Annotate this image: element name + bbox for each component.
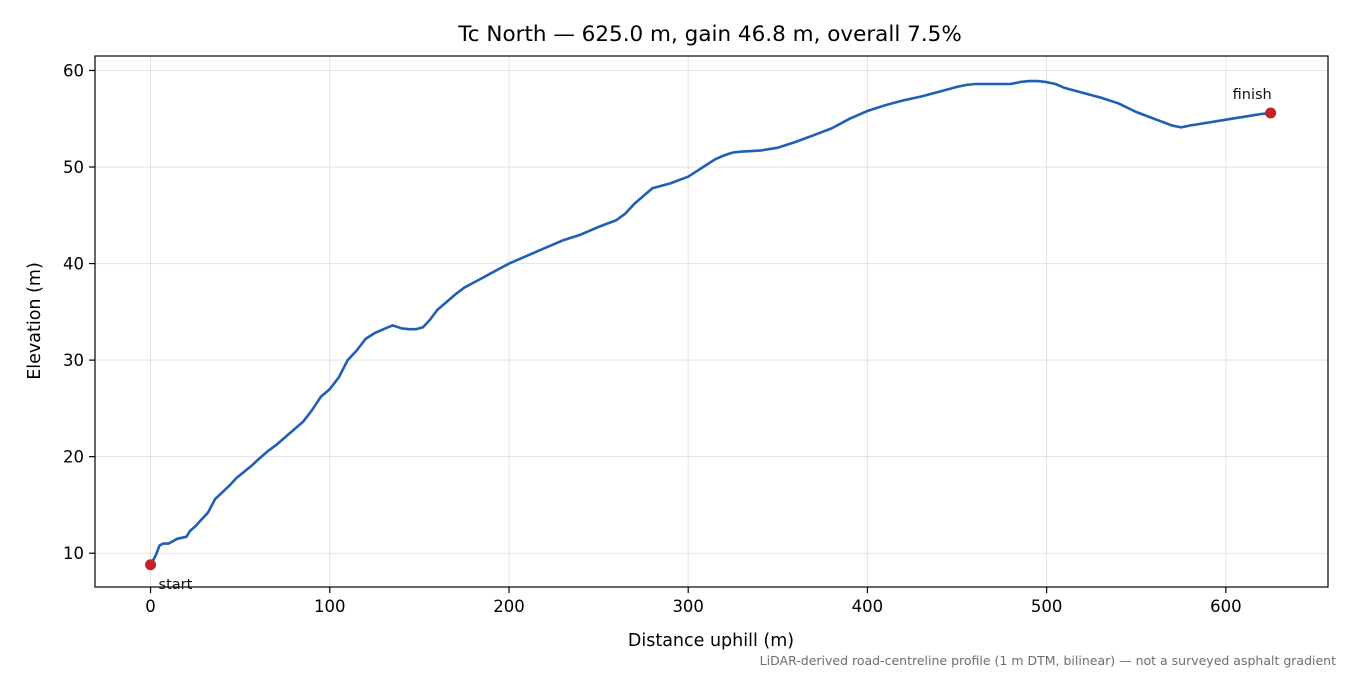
y-tick-label: 30 [63, 351, 84, 370]
data-source-footnote: LiDAR-derived road-centreline profile (1… [760, 653, 1336, 668]
x-tick-label: 300 [672, 597, 704, 616]
x-axis-label: Distance uphill (m) [628, 631, 794, 651]
y-tick-label: 20 [63, 448, 84, 467]
endpoint-markers: start finish [145, 87, 1277, 593]
finish-label: finish [1233, 87, 1272, 103]
chart-title: Tc North — 625.0 m, gain 46.8 m, overall… [457, 22, 962, 47]
y-tick-label: 60 [63, 61, 84, 80]
plot-area-frame [94, 55, 1329, 588]
x-tick-label: 500 [1031, 597, 1063, 616]
axis-ticks: 0 100 200 300 400 500 600 10 20 30 40 50 60 [63, 61, 1242, 616]
finish-marker [1265, 107, 1277, 119]
x-tick-label: 400 [852, 597, 884, 616]
grid-lines [95, 56, 1328, 587]
x-tick-label: 600 [1210, 597, 1242, 616]
x-tick-label: 0 [145, 597, 156, 616]
y-tick-label: 10 [63, 544, 84, 563]
x-tick-label: 200 [493, 597, 525, 616]
x-tick-label: 100 [314, 597, 346, 616]
start-label: start [159, 577, 193, 593]
y-tick-label: 40 [63, 255, 84, 274]
y-axis-label: Elevation (m) [25, 262, 45, 380]
start-marker [145, 559, 157, 571]
y-tick-label: 50 [63, 158, 84, 177]
elevation-profile-line [149, 79, 1272, 567]
